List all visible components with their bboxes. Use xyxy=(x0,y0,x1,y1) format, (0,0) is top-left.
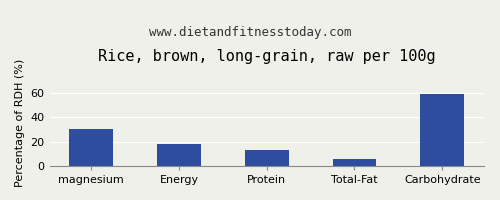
Y-axis label: Percentage of RDH (%): Percentage of RDH (%) xyxy=(15,59,25,187)
Bar xyxy=(332,159,376,166)
Bar xyxy=(157,144,201,166)
Bar xyxy=(70,129,113,166)
Title: Rice, brown, long-grain, raw per 100g: Rice, brown, long-grain, raw per 100g xyxy=(98,49,436,64)
Bar xyxy=(245,150,288,166)
Bar xyxy=(420,94,464,166)
Text: www.dietandfitnesstoday.com: www.dietandfitnesstoday.com xyxy=(149,26,351,39)
